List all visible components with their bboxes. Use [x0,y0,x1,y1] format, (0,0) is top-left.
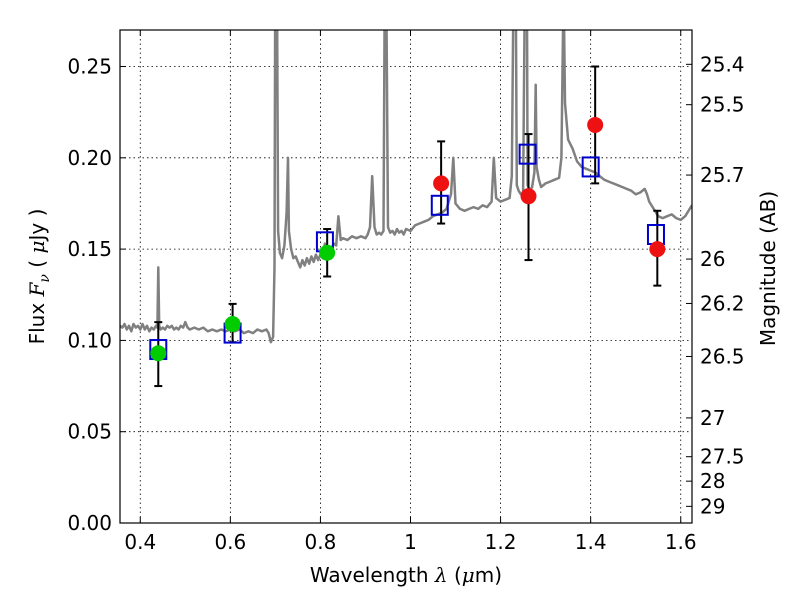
y2-tick-label: 27 [700,406,725,430]
y2-axis-title: Magnitude (AB) [756,191,780,346]
model-photometry-square [646,224,665,246]
y2-tick-label: 27.5 [700,445,745,469]
y-tick-label: 0.25 [67,55,112,79]
model-photometry-square [430,194,449,216]
y-axis-title: Flux Fν ( μJy ) [25,209,53,345]
y2-tick-label: 29 [700,494,725,518]
measurement-point [520,188,537,205]
measurement-point [649,241,666,258]
measurement-point [319,244,336,261]
y2-tick-label: 25.5 [700,93,745,117]
x-tick-label: 1.2 [485,530,517,554]
y-tick-label: 0.15 [67,237,112,261]
measurement-point [150,345,167,362]
x-tick-label: 1 [404,530,417,554]
measurement-point [587,116,604,133]
x-tick-label: 1.6 [665,530,697,554]
x-tick-label: 1.4 [575,530,607,554]
y-tick-label: 0.10 [67,328,112,352]
grid-lines [120,30,692,524]
measurement-point [224,315,241,332]
model-spectrum [120,30,692,344]
model-photometry-square [581,156,600,178]
x-axis-title: Wavelength λ (μm) [310,563,502,587]
x-tick-label: 0.4 [124,530,156,554]
data-markers [149,116,666,362]
y-tick-label: 0.05 [67,420,112,444]
y2-tick-label: 26.5 [700,344,745,368]
x-tick-label: 0.6 [214,530,246,554]
x-tick-label: 0.8 [305,530,337,554]
plot-frame [119,29,693,524]
y2-tick-label: 26 [700,247,725,271]
y2-tick-label: 25.7 [700,163,745,187]
y2-tick-label: 28 [700,469,725,493]
y-tick-label: 0.00 [67,511,112,535]
model-photometry-square [518,143,537,165]
y2-tick-label: 25.4 [700,52,745,76]
axis-ticks: 0.4 0.6 0.8 1 1.2 1.4 1.6 0.00 0.05 0.10 0.15 0.20 0… [67,30,745,554]
measurement-point [433,175,450,192]
y-tick-label: 0.20 [67,146,112,170]
model-spectrum-line [120,30,692,344]
y2-tick-label: 26.2 [700,291,745,315]
error-bars [154,65,662,388]
